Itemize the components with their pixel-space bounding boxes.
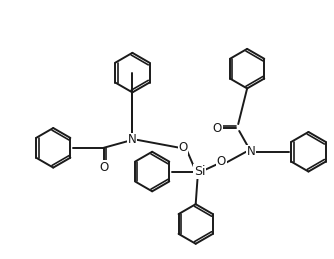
Text: O: O <box>99 161 108 174</box>
Text: O: O <box>217 155 226 168</box>
Text: O: O <box>213 121 222 134</box>
Text: O: O <box>178 141 187 154</box>
Text: N: N <box>128 133 137 146</box>
Text: N: N <box>247 145 256 158</box>
Text: Si: Si <box>194 165 205 178</box>
